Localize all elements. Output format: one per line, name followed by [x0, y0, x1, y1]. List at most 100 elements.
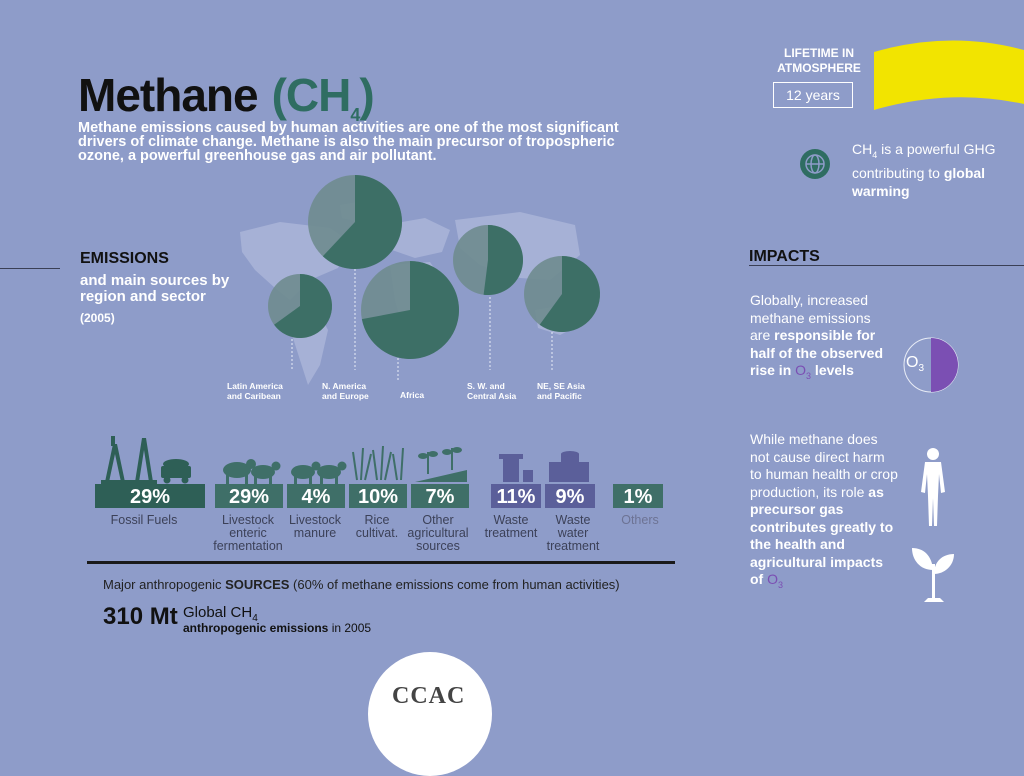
impact-ozone-text: Globally, increased methane emissions ar…: [750, 292, 890, 385]
manure-cows-icon: [291, 461, 347, 486]
title-formula: (CH4): [271, 69, 375, 125]
impact-1b: responsible for half of the observed ris…: [750, 327, 884, 378]
pie-slice-sw-asia: [483, 225, 523, 295]
ozone-half-icon: [903, 337, 959, 393]
region-pies: [268, 175, 600, 359]
emissions-rule: [0, 268, 60, 269]
major-prefix: Major anthropogenic: [103, 577, 226, 592]
total-anthro-bold: anthropogenic emissions: [183, 621, 329, 635]
sector-pct-manure: 4%: [301, 486, 331, 508]
total-anthro: anthropogenic emissions in 2005: [183, 621, 371, 635]
sources-baseline: [87, 561, 675, 564]
seedling-field-icon: [415, 447, 467, 482]
major-sources-text: Major anthropogenic SOURCES (60% of meth…: [103, 577, 620, 592]
plant-icon: [912, 548, 954, 602]
others-bar: [613, 484, 663, 508]
title-formula-sub: 4: [350, 105, 360, 126]
sector-label-fossil: Fossil Fuels: [110, 513, 178, 527]
human-figure-icon: [921, 448, 945, 526]
emissions-subtitle: and main sources by region and sector: [80, 272, 230, 305]
region-label-na-eu: N. America and Europe: [322, 381, 369, 401]
sector-pct-waste: 11%: [496, 486, 536, 508]
impact-1-o3: O3: [795, 362, 812, 381]
emissions-map: [240, 175, 600, 385]
total-global: Global CH4: [183, 604, 258, 624]
ghg-text: CH4 is a powerful GHG contributing to gl…: [852, 140, 1012, 200]
lifetime-label: LIFETIME IN ATMOSPHERE: [777, 46, 861, 75]
sector-pct-rice: 10%: [357, 486, 399, 508]
ghg-sub: 4: [872, 149, 878, 160]
coal-cart-icon: [161, 459, 191, 484]
emissions-year: (2005): [80, 311, 115, 325]
ozone-label: O3: [906, 354, 924, 374]
region-label-ne-asia: NE, SE Asia and Pacific: [537, 381, 585, 401]
sector-label-waste: Waste treatment: [484, 513, 538, 540]
waste-bar: [491, 484, 541, 508]
pie-slice-na-eu: [322, 175, 402, 269]
impact-2b: as precursor gas contributes greatly to …: [750, 483, 894, 588]
sector-label-manure: Livestock manure: [288, 513, 342, 540]
waste-water-bar: [545, 484, 595, 508]
title-formula-close: ): [359, 69, 374, 121]
sector-pct-other-agri: 7%: [425, 486, 455, 508]
logo-circle: [368, 652, 492, 776]
pie-slice-africa: [361, 261, 459, 359]
pie-slice-ne-asia: [539, 256, 600, 332]
sector-pct-enteric: 29%: [228, 486, 270, 508]
cows-icon: [223, 459, 281, 486]
impact-2-o: O: [767, 571, 778, 587]
yellow-arc-shape: [874, 40, 1024, 110]
lifetime-value: 12 years: [773, 82, 853, 108]
total-value: 310 Mt: [103, 603, 178, 630]
sector-pct-others: 1%: [623, 486, 653, 508]
impact-1-o: O: [795, 362, 807, 378]
title-word: Methane: [78, 69, 259, 121]
waste-bin-icon: [499, 454, 533, 482]
pie-slice-latam: [274, 274, 332, 338]
sector-label-rice: Rice cultivat.: [355, 513, 399, 540]
sector-label-enteric: Livestock enteric fermentation: [213, 513, 283, 553]
ghg-mid: is a powerful GHG contributing to: [852, 141, 996, 181]
title-formula-text: (CH: [271, 69, 352, 121]
rice-bar: [349, 484, 407, 508]
fossil-bar: [95, 484, 205, 508]
impact-1-sub: 3: [806, 370, 812, 381]
enteric-bar: [215, 484, 283, 508]
oil-derrick-icon: [101, 436, 157, 484]
ghg-pre: CH: [852, 141, 873, 157]
sector-pct-waste-water: 9%: [555, 486, 585, 508]
ozone-label-sub: 3: [918, 363, 925, 375]
sector-pct-fossil: 29%: [129, 486, 171, 508]
impact-1a: Globally, increased methane emissions ar…: [750, 292, 871, 343]
page-title: Methane (CH4): [78, 68, 375, 126]
region-label-africa: Africa: [400, 390, 425, 400]
other-agri-bar: [411, 484, 469, 508]
total-global-sub: 4: [252, 613, 258, 624]
ozone-label-o: O: [906, 354, 919, 371]
ccac-logo: CCAC: [392, 683, 466, 709]
globe-icon: [800, 149, 830, 179]
region-label-sw-asia: S. W. and Central Asia: [467, 381, 517, 401]
ghg-bold: global warming: [852, 164, 986, 199]
total-global-text: Global CH: [183, 604, 253, 621]
impact-health-text: While methane does not cause direct harm…: [750, 431, 900, 594]
manure-bar: [287, 484, 345, 508]
sector-icons: [95, 436, 663, 508]
major-bold: SOURCES: [225, 577, 290, 592]
impacts-rule: [749, 265, 1024, 266]
sector-label-other-agri: Other agricultural sources: [407, 513, 469, 553]
total-year: in 2005: [328, 621, 372, 635]
region-label-latam: Latin America and Caribean: [227, 381, 283, 401]
impact-2-o3: O3: [767, 571, 784, 590]
impact-1c: levels: [811, 362, 854, 378]
emissions-heading: EMISSIONS: [80, 250, 169, 267]
impacts-heading: IMPACTS: [749, 248, 820, 265]
sector-label-others: Others: [621, 513, 659, 527]
water-treatment-icon: [549, 451, 589, 482]
impact-2-sub: 3: [778, 579, 784, 590]
sector-label-waste-water: Waste water treatment: [546, 513, 600, 553]
rice-plants-icon: [352, 445, 404, 481]
impact-2a: While methane does not cause direct harm…: [750, 431, 898, 500]
major-suffix: (60% of methane emissions come from huma…: [289, 577, 620, 592]
intro-text: Methane emissions caused by human activi…: [78, 120, 619, 164]
